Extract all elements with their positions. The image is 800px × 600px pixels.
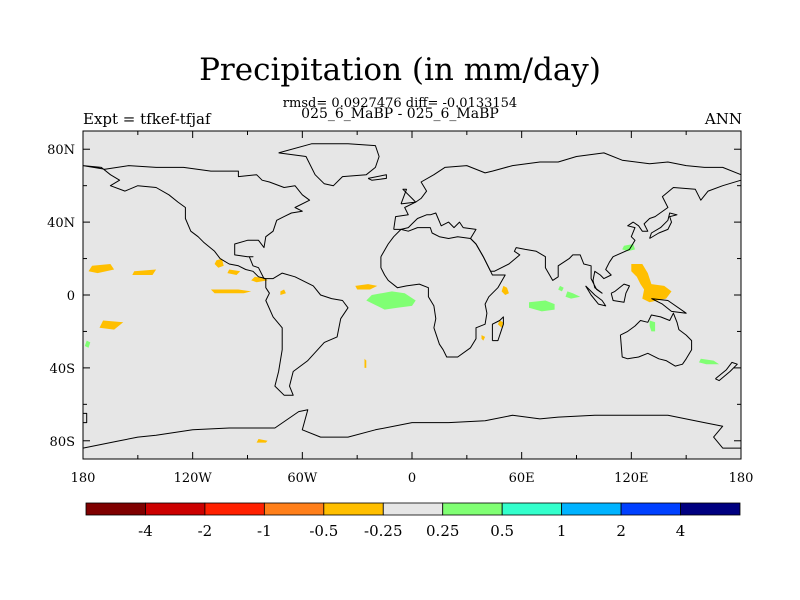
colorbar-swatch [442, 502, 503, 516]
colorbar-label: -2 [198, 522, 213, 540]
map-layer [82, 131, 742, 459]
coastline [715, 361, 738, 382]
axis-layer: 180 120W 60W 0 60E 120E 180 80N 40N 0 40S 80S [47, 130, 754, 486]
anomaly-region [366, 291, 416, 310]
colorbar-label: -0.5 [309, 522, 338, 540]
colorbar-swatch [561, 502, 622, 516]
colorbar-label: 2 [616, 522, 626, 540]
y-tick-label: 0 [67, 289, 75, 304]
anomaly-region [501, 285, 509, 295]
y-tick-label: 80S [50, 435, 75, 450]
anomaly-region [529, 300, 555, 312]
y-tick-label: 40S [50, 362, 75, 377]
coastline [82, 165, 349, 396]
anomaly-region [214, 258, 224, 268]
x-tick-label: 60E [509, 471, 535, 486]
colorbar-swatch [204, 502, 265, 516]
colorbar-swatch [501, 502, 563, 516]
coastline [649, 212, 678, 239]
colorbar-swatch [85, 502, 146, 516]
anomaly-region [699, 358, 720, 365]
colorbar-swatch [620, 502, 681, 516]
y-tick-label: 40N [47, 216, 75, 231]
x-tick-label: 60W [287, 471, 318, 486]
x-tick-label: 120E [614, 471, 648, 486]
colorbar-label: 4 [676, 522, 686, 540]
colorbar-swatch [382, 502, 444, 516]
anomaly-region [631, 264, 672, 303]
coastline [491, 316, 504, 342]
season-label: ANN [704, 110, 742, 128]
coastline [278, 143, 380, 187]
anomaly-region [558, 285, 564, 292]
x-tick-label: 120W [174, 471, 213, 486]
anomaly-region [251, 276, 268, 283]
anomaly-region [99, 320, 124, 330]
colorbar: -4 -2 -1 -0.5 -0.25 0.25 0.5 1 2 4 [85, 502, 741, 540]
colorbar-swatch [680, 502, 741, 516]
coastline [585, 285, 607, 307]
map-background [83, 131, 741, 459]
coastline [82, 409, 741, 449]
anomaly-region [565, 291, 581, 299]
stats-line: rmsd= 0.0927476 diff= -0.0133154 [282, 96, 518, 111]
colorbar-label: 0.25 [426, 522, 459, 540]
x-tick-label: 180 [71, 471, 96, 486]
coastline [400, 188, 417, 205]
anomaly-region [132, 269, 157, 275]
colorbar-label: -0.25 [364, 522, 402, 540]
colorbar-swatch [323, 502, 384, 516]
coastline [619, 312, 693, 367]
colorbar-label: -4 [138, 522, 153, 540]
anomaly-region [84, 340, 91, 348]
anomaly-region [210, 289, 252, 294]
chart-title: Precipitation (in mm/day) [199, 52, 601, 88]
case-names: 025_6_MaBP - 025_6_MaBP [301, 106, 499, 122]
coastline [83, 412, 88, 424]
anomaly-region [364, 358, 367, 368]
y-tick-label: 80N [47, 143, 75, 158]
anomaly-region [280, 289, 286, 295]
experiment-label: Expt = tfkef-tfjaf [83, 110, 211, 128]
anomaly-region [355, 284, 378, 290]
colorbar-swatch [145, 502, 206, 516]
anomaly-region [649, 320, 656, 332]
x-tick-label: 180 [729, 471, 754, 486]
anomaly-region [497, 320, 504, 328]
colorbar-label: 1 [557, 522, 567, 540]
anomaly-region [227, 269, 241, 275]
x-tick-label: 0 [408, 471, 416, 486]
coastline [651, 298, 687, 314]
colorbar-label: 0.5 [490, 522, 514, 540]
colorbar-label: -1 [257, 522, 272, 540]
colorbar-swatch [263, 502, 325, 516]
anomaly-region [481, 335, 486, 341]
coastline [610, 283, 630, 303]
coastline [380, 227, 506, 358]
anomaly-region [88, 264, 115, 274]
coastline [367, 174, 387, 181]
anomaly-region [256, 439, 268, 443]
